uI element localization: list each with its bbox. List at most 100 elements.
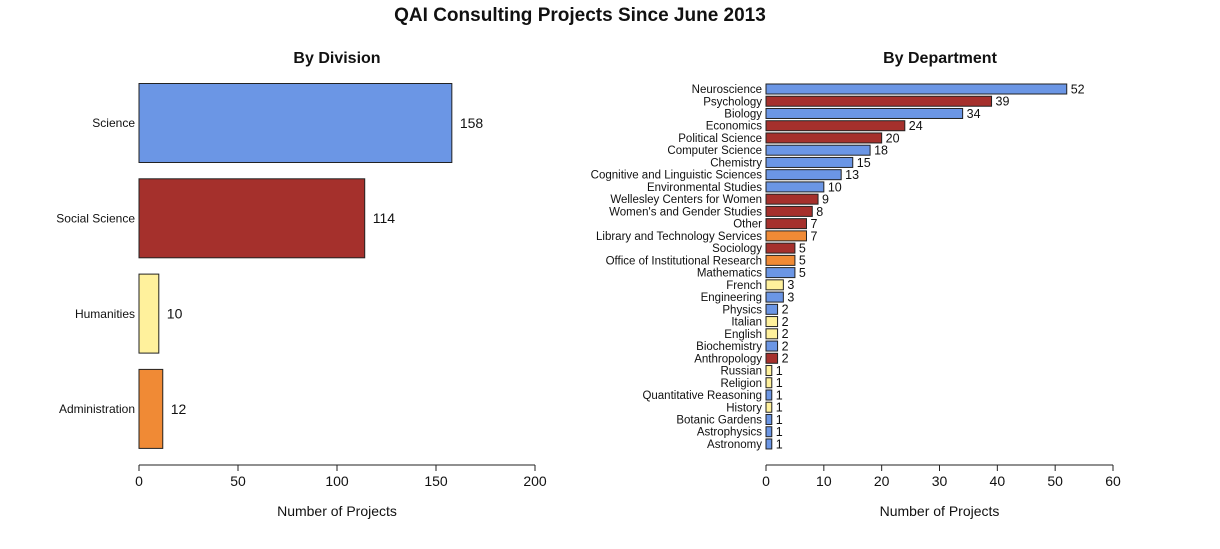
- data-label: 9: [822, 193, 829, 207]
- bar: [765, 377, 773, 389]
- bar: [765, 352, 779, 364]
- x-tick-label: 30: [932, 473, 948, 489]
- x-tick-label: 0: [762, 473, 770, 489]
- data-label: 1: [776, 388, 783, 402]
- category-label: Administration: [59, 402, 135, 416]
- bar: [138, 178, 366, 259]
- category-label: Women's and Gender Studies: [609, 206, 762, 218]
- data-label: 1: [776, 437, 783, 451]
- data-label: 2: [782, 352, 789, 366]
- bar: [765, 120, 906, 132]
- bar: [765, 389, 773, 401]
- bar: [765, 83, 1068, 95]
- x-tick-label: 40: [990, 473, 1006, 489]
- bar: [138, 273, 160, 354]
- bar: [765, 144, 871, 156]
- data-label: 15: [857, 156, 871, 170]
- category-label: Library and Technology Services: [596, 231, 762, 243]
- bar: [765, 132, 883, 144]
- x-tick-label: 20: [874, 473, 890, 489]
- data-label: 34: [967, 107, 981, 121]
- data-label: 2: [782, 339, 789, 353]
- category-label: Neuroscience: [692, 84, 762, 96]
- category-label: Environmental Studies: [647, 182, 762, 194]
- data-label: 52: [1071, 82, 1085, 96]
- bar: [765, 438, 773, 450]
- category-label: Biology: [724, 109, 762, 121]
- category-label: Botanic Gardens: [676, 415, 762, 427]
- x-tick-label: 200: [523, 473, 547, 489]
- category-label: Sociology: [712, 243, 762, 255]
- category-label: Russian: [720, 366, 762, 378]
- category-label: Social Science: [56, 212, 135, 226]
- x-tick-label: 60: [1105, 473, 1121, 489]
- data-label: 8: [816, 205, 823, 219]
- bar: [765, 279, 784, 291]
- panel-title: By Department: [883, 50, 997, 67]
- x-tick-label: 50: [230, 473, 246, 489]
- category-label: Quantitative Reasoning: [642, 390, 762, 402]
- x-tick-label: 10: [816, 473, 832, 489]
- category-label: Economics: [706, 121, 762, 133]
- category-label: Italian: [731, 317, 762, 329]
- bar: [765, 107, 964, 119]
- bar: [765, 169, 842, 181]
- data-label: 10: [828, 180, 842, 194]
- category-label: Astronomy: [707, 439, 762, 451]
- division-panel: By Division Science 158 Social Science 114 Hu…: [56, 50, 547, 519]
- bar: [765, 242, 796, 254]
- bar: [765, 193, 819, 205]
- data-label: 3: [787, 290, 794, 304]
- data-label: 5: [799, 266, 806, 280]
- x-tick-label: 0: [135, 473, 143, 489]
- category-label: Biochemistry: [696, 341, 762, 353]
- bar: [765, 401, 773, 413]
- data-label: 1: [776, 413, 783, 427]
- data-label: 12: [171, 401, 187, 417]
- category-label: Chemistry: [710, 157, 762, 169]
- data-label: 10: [167, 306, 183, 322]
- category-label: Humanities: [75, 307, 135, 321]
- data-label: 7: [810, 229, 817, 243]
- category-label: Wellesley Centers for Women: [610, 194, 762, 206]
- category-label: Engineering: [701, 292, 762, 304]
- category-label: Computer Science: [667, 145, 762, 157]
- data-label: 2: [782, 303, 789, 317]
- data-label: 3: [787, 278, 794, 292]
- x-tick-label: 100: [325, 473, 349, 489]
- bar: [765, 156, 854, 168]
- data-label: 2: [782, 327, 789, 341]
- category-label: Religion: [720, 378, 762, 390]
- data-label: 1: [776, 364, 783, 378]
- category-label: Other: [733, 219, 762, 231]
- x-tick-label: 150: [424, 473, 448, 489]
- category-label: Mathematics: [697, 268, 762, 280]
- data-label: 1: [776, 401, 783, 415]
- data-label: 114: [373, 210, 396, 226]
- data-label: 24: [909, 119, 923, 133]
- bar: [765, 316, 779, 328]
- bar: [138, 83, 453, 163]
- category-label: Anthropology: [694, 353, 762, 365]
- category-label: Office of Institutional Research: [606, 255, 762, 267]
- category-label: Political Science: [678, 133, 762, 145]
- bar: [765, 205, 813, 217]
- x-axis-label: Number of Projects: [880, 503, 1000, 519]
- data-label: 20: [886, 131, 900, 145]
- bar: [765, 230, 807, 242]
- bar: [765, 267, 796, 279]
- bar: [765, 365, 773, 377]
- category-label: Astrophysics: [697, 427, 762, 439]
- bar: [765, 95, 993, 107]
- category-label: Psychology: [703, 96, 762, 108]
- data-label: 39: [996, 95, 1010, 109]
- data-label: 2: [782, 315, 789, 329]
- panel-title: By Division: [293, 50, 380, 67]
- data-label: 5: [799, 241, 806, 255]
- category-label: French: [726, 280, 762, 292]
- bar: [765, 426, 773, 438]
- category-label: Physics: [722, 304, 762, 316]
- chart-title: QAI Consulting Projects Since June 2013: [394, 5, 766, 26]
